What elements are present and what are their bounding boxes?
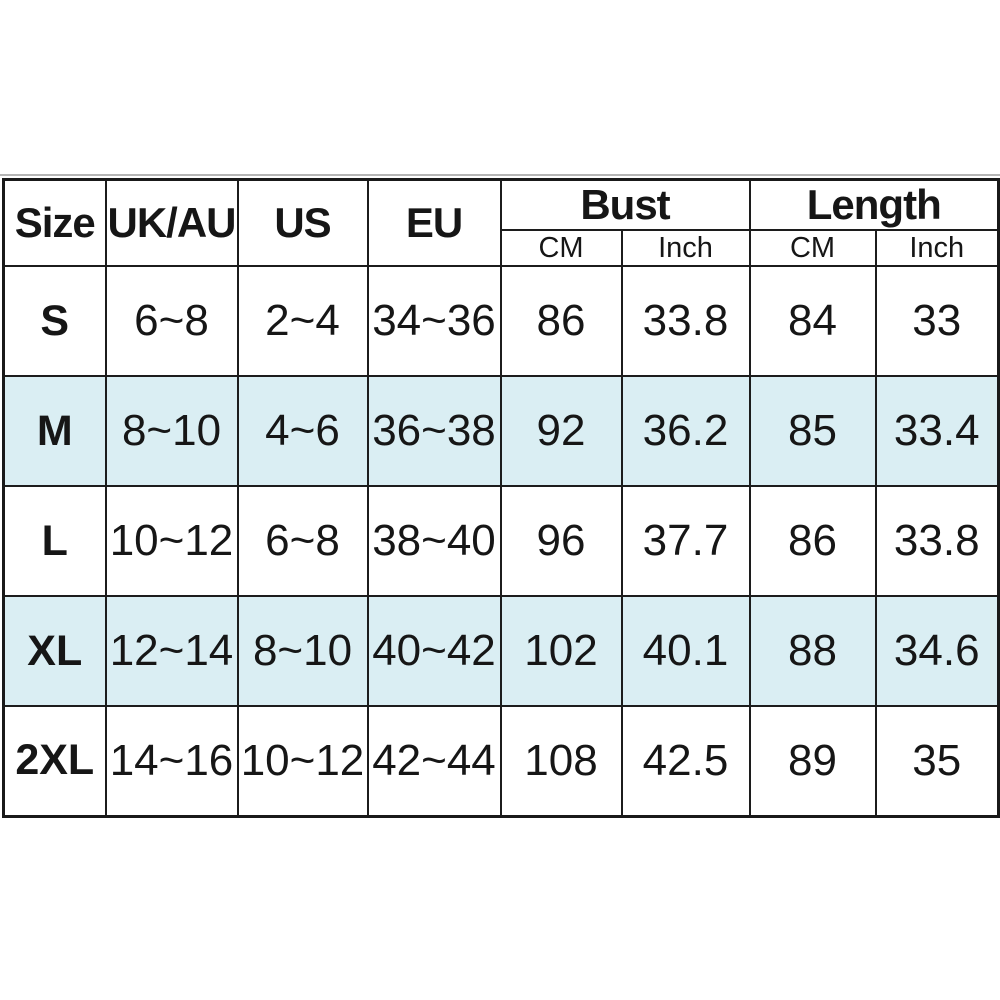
cell-uk-au: 6~8 [104,265,239,377]
cell-size: XL [2,595,107,707]
cell-length-cm: 88 [748,595,877,707]
cell-bust-inch: 37.7 [620,485,751,597]
header-size: Size [2,178,107,267]
cell-uk-au: 10~12 [104,485,239,597]
table-row-s: S 6~8 2~4 34~36 86 33.8 84 33 [2,265,1000,377]
header-length: Length [748,178,1000,231]
header-bust: Bust [499,178,751,231]
cell-us: 10~12 [236,705,369,817]
cell-length-cm: 85 [748,375,877,487]
cell-bust-inch: 42.5 [620,705,751,817]
cell-eu: 40~42 [366,595,502,707]
cell-length-inch: 35 [874,705,1000,817]
cell-us: 6~8 [236,485,369,597]
table-row-2xl: 2XL 14~16 10~12 42~44 108 42.5 89 35 [2,705,1000,817]
cell-bust-cm: 92 [499,375,623,487]
header-bust-inch: Inch [620,229,751,267]
cell-length-cm: 84 [748,265,877,377]
table-row-l: L 10~12 6~8 38~40 96 37.7 86 33.8 [2,485,1000,597]
cell-length-cm: 86 [748,485,877,597]
cell-us: 2~4 [236,265,369,377]
cell-length-inch: 34.6 [874,595,1000,707]
cell-bust-cm: 86 [499,265,623,377]
cell-length-cm: 89 [748,705,877,817]
cell-eu: 36~38 [366,375,502,487]
cell-size: 2XL [2,705,107,817]
cell-uk-au: 12~14 [104,595,239,707]
cell-size: M [2,375,107,487]
header-us: US [236,178,369,267]
cell-bust-cm: 96 [499,485,623,597]
size-chart-table: Size UK/AU US EU Bust Length CM Inch CM … [2,178,1000,818]
cell-length-inch: 33 [874,265,1000,377]
cell-us: 8~10 [236,595,369,707]
cell-bust-inch: 33.8 [620,265,751,377]
header-row-units: CM Inch CM Inch [4,229,1000,267]
cell-uk-au: 14~16 [104,705,239,817]
cell-uk-au: 8~10 [104,375,239,487]
header-row-main: Size UK/AU US EU Bust Length [2,178,1000,267]
cell-eu: 42~44 [366,705,502,817]
cell-us: 4~6 [236,375,369,487]
table-row-xl: XL 12~14 8~10 40~42 102 40.1 88 34.6 [2,595,1000,707]
cell-length-inch: 33.8 [874,485,1000,597]
header-bust-cm: CM [499,229,623,267]
top-divider-line [0,174,1000,176]
cell-bust-inch: 40.1 [620,595,751,707]
cell-eu: 38~40 [366,485,502,597]
cell-length-inch: 33.4 [874,375,1000,487]
header-length-cm: CM [748,229,877,267]
cell-eu: 34~36 [366,265,502,377]
table-row-m: M 8~10 4~6 36~38 92 36.2 85 33.4 [2,375,1000,487]
header-eu: EU [366,178,502,267]
cell-bust-inch: 36.2 [620,375,751,487]
header-uk-au: UK/AU [104,178,239,267]
cell-size: S [2,265,107,377]
cell-size: L [2,485,107,597]
header-length-inch: Inch [874,229,1000,267]
cell-bust-cm: 108 [499,705,623,817]
cell-bust-cm: 102 [499,595,623,707]
